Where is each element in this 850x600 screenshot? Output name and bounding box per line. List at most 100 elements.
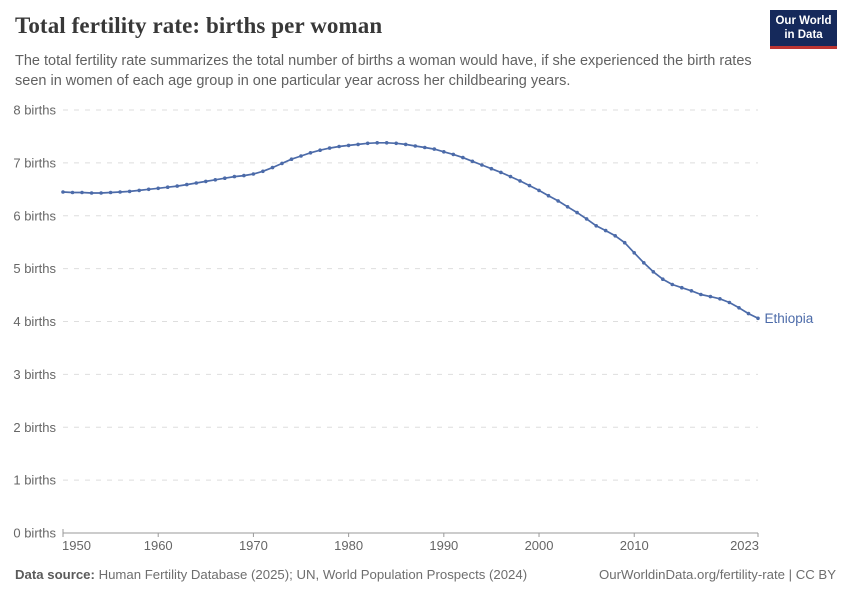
data-point-ethiopia-1957[interactable] xyxy=(127,189,132,194)
data-point-ethiopia-1994[interactable] xyxy=(480,163,484,167)
data-point-ethiopia-1985[interactable] xyxy=(394,141,399,146)
data-point-ethiopia-1970[interactable] xyxy=(251,172,256,176)
data-source-label: Data source: xyxy=(15,567,95,582)
data-point-ethiopia-2008[interactable] xyxy=(613,234,617,238)
data-point-ethiopia-1965[interactable] xyxy=(204,179,208,184)
data-source-note: Data source: Human Fertility Database (2… xyxy=(15,567,527,582)
data-point-ethiopia-1990[interactable] xyxy=(442,150,446,154)
data-point-ethiopia-1963[interactable] xyxy=(185,182,189,187)
data-point-ethiopia-2001[interactable] xyxy=(546,193,551,198)
y-tick-label-0: 0 births xyxy=(13,526,56,541)
data-point-ethiopia-1967[interactable] xyxy=(223,176,227,180)
data-point-ethiopia-1983[interactable] xyxy=(375,141,380,145)
data-point-ethiopia-1971[interactable] xyxy=(261,169,265,174)
data-point-ethiopia-1956[interactable] xyxy=(118,190,122,194)
x-tick-label-1990: 1990 xyxy=(429,538,458,553)
data-point-ethiopia-1953[interactable] xyxy=(89,191,94,195)
data-point-ethiopia-2016[interactable] xyxy=(689,289,694,293)
owid-logo-line2: in Data xyxy=(784,28,823,41)
data-point-ethiopia-1962[interactable] xyxy=(175,184,179,188)
series-end-label-ethiopia[interactable]: Ethiopia xyxy=(765,311,814,326)
data-point-ethiopia-2018[interactable] xyxy=(708,294,713,299)
data-point-ethiopia-1999[interactable] xyxy=(527,183,532,188)
data-point-ethiopia-1988[interactable] xyxy=(423,145,427,150)
owid-logo[interactable]: Our World in Data xyxy=(770,10,837,49)
data-point-ethiopia-1987[interactable] xyxy=(413,144,418,148)
data-point-ethiopia-1975[interactable] xyxy=(299,154,303,158)
data-point-ethiopia-1980[interactable] xyxy=(346,143,351,148)
y-tick-label-2: 2 births xyxy=(13,420,56,435)
y-tick-label-8: 8 births xyxy=(13,103,56,118)
data-point-ethiopia-1992[interactable] xyxy=(461,155,465,160)
data-point-ethiopia-1996[interactable] xyxy=(499,170,503,175)
y-tick-label-7: 7 births xyxy=(13,155,56,170)
chart-title: Total fertility rate: births per woman xyxy=(15,13,383,38)
data-point-ethiopia-1984[interactable] xyxy=(384,141,389,145)
data-point-ethiopia-1954[interactable] xyxy=(99,191,103,195)
data-point-ethiopia-1952[interactable] xyxy=(80,190,84,195)
data-point-ethiopia-1974[interactable] xyxy=(289,157,294,161)
data-point-ethiopia-1973[interactable] xyxy=(280,161,284,166)
data-point-ethiopia-1982[interactable] xyxy=(365,141,370,146)
data-point-ethiopia-1986[interactable] xyxy=(403,142,408,147)
data-point-ethiopia-2020[interactable] xyxy=(727,300,732,305)
data-point-ethiopia-1961[interactable] xyxy=(165,185,170,189)
data-point-ethiopia-2000[interactable] xyxy=(537,188,541,193)
data-point-ethiopia-1959[interactable] xyxy=(146,187,151,192)
footer-citation-link[interactable]: OurWorldinData.org/fertility-rate | CC B… xyxy=(599,567,836,582)
chart-subtitle: The total fertility rate summarizes the … xyxy=(15,53,752,89)
data-point-ethiopia-1958[interactable] xyxy=(137,188,141,193)
data-point-ethiopia-2011[interactable] xyxy=(642,261,646,265)
series-line-ethiopia[interactable] xyxy=(62,141,759,320)
data-point-ethiopia-1977[interactable] xyxy=(318,148,322,152)
data-point-ethiopia-2010[interactable] xyxy=(632,251,636,255)
data-point-ethiopia-1950[interactable] xyxy=(61,190,65,194)
y-tick-label-4: 4 births xyxy=(13,314,56,329)
data-source-text: Human Fertility Database (2025); UN, Wor… xyxy=(98,567,528,582)
data-point-ethiopia-1997[interactable] xyxy=(508,174,513,179)
data-point-ethiopia-2014[interactable] xyxy=(670,282,675,287)
data-point-ethiopia-1989[interactable] xyxy=(432,147,437,151)
data-point-ethiopia-2006[interactable] xyxy=(594,224,598,228)
owid-logo-line1: Our World xyxy=(775,15,832,27)
data-point-ethiopia-2013[interactable] xyxy=(661,277,665,282)
data-point-ethiopia-2007[interactable] xyxy=(603,228,608,233)
data-point-ethiopia-1972[interactable] xyxy=(270,165,275,170)
data-point-ethiopia-1976[interactable] xyxy=(308,151,313,155)
x-tick-label-1980: 1980 xyxy=(334,538,363,553)
x-tick-label-2000: 2000 xyxy=(525,538,554,553)
data-point-ethiopia-1978[interactable] xyxy=(327,146,332,150)
data-point-ethiopia-2012[interactable] xyxy=(651,270,656,274)
data-point-ethiopia-1981[interactable] xyxy=(356,142,360,147)
data-point-ethiopia-2002[interactable] xyxy=(556,199,560,203)
data-point-ethiopia-1960[interactable] xyxy=(156,186,160,191)
x-tick-label-2010: 2010 xyxy=(620,538,649,553)
data-point-ethiopia-1998[interactable] xyxy=(518,179,522,183)
data-point-ethiopia-1955[interactable] xyxy=(108,190,113,195)
footer: Data source: Human Fertility Database (2… xyxy=(15,567,836,582)
data-point-ethiopia-2021[interactable] xyxy=(737,306,741,310)
data-point-ethiopia-2004[interactable] xyxy=(575,210,579,215)
data-point-ethiopia-1991[interactable] xyxy=(451,152,456,157)
data-point-ethiopia-1979[interactable] xyxy=(337,144,341,149)
data-point-ethiopia-2019[interactable] xyxy=(718,297,722,301)
x-tick-label-2023: 2023 xyxy=(730,538,759,553)
data-point-ethiopia-1951[interactable] xyxy=(70,190,75,195)
data-point-ethiopia-2015[interactable] xyxy=(680,285,684,290)
data-point-ethiopia-2009[interactable] xyxy=(622,240,627,245)
data-point-ethiopia-2017[interactable] xyxy=(699,292,703,297)
y-tick-label-3: 3 births xyxy=(13,367,56,382)
data-point-ethiopia-1969[interactable] xyxy=(242,173,246,178)
data-point-ethiopia-1968[interactable] xyxy=(232,174,237,179)
x-tick-label-1950: 1950 xyxy=(62,538,91,553)
data-point-ethiopia-2005[interactable] xyxy=(584,217,589,221)
data-point-ethiopia-2022[interactable] xyxy=(746,311,751,316)
x-tick-label-1970: 1970 xyxy=(239,538,268,553)
data-point-ethiopia-1995[interactable] xyxy=(489,166,494,171)
data-point-ethiopia-2003[interactable] xyxy=(565,205,570,209)
data-point-ethiopia-2023[interactable] xyxy=(756,316,760,321)
data-point-ethiopia-1966[interactable] xyxy=(213,178,218,182)
data-point-ethiopia-1964[interactable] xyxy=(194,181,199,185)
data-point-ethiopia-1993[interactable] xyxy=(470,159,475,164)
